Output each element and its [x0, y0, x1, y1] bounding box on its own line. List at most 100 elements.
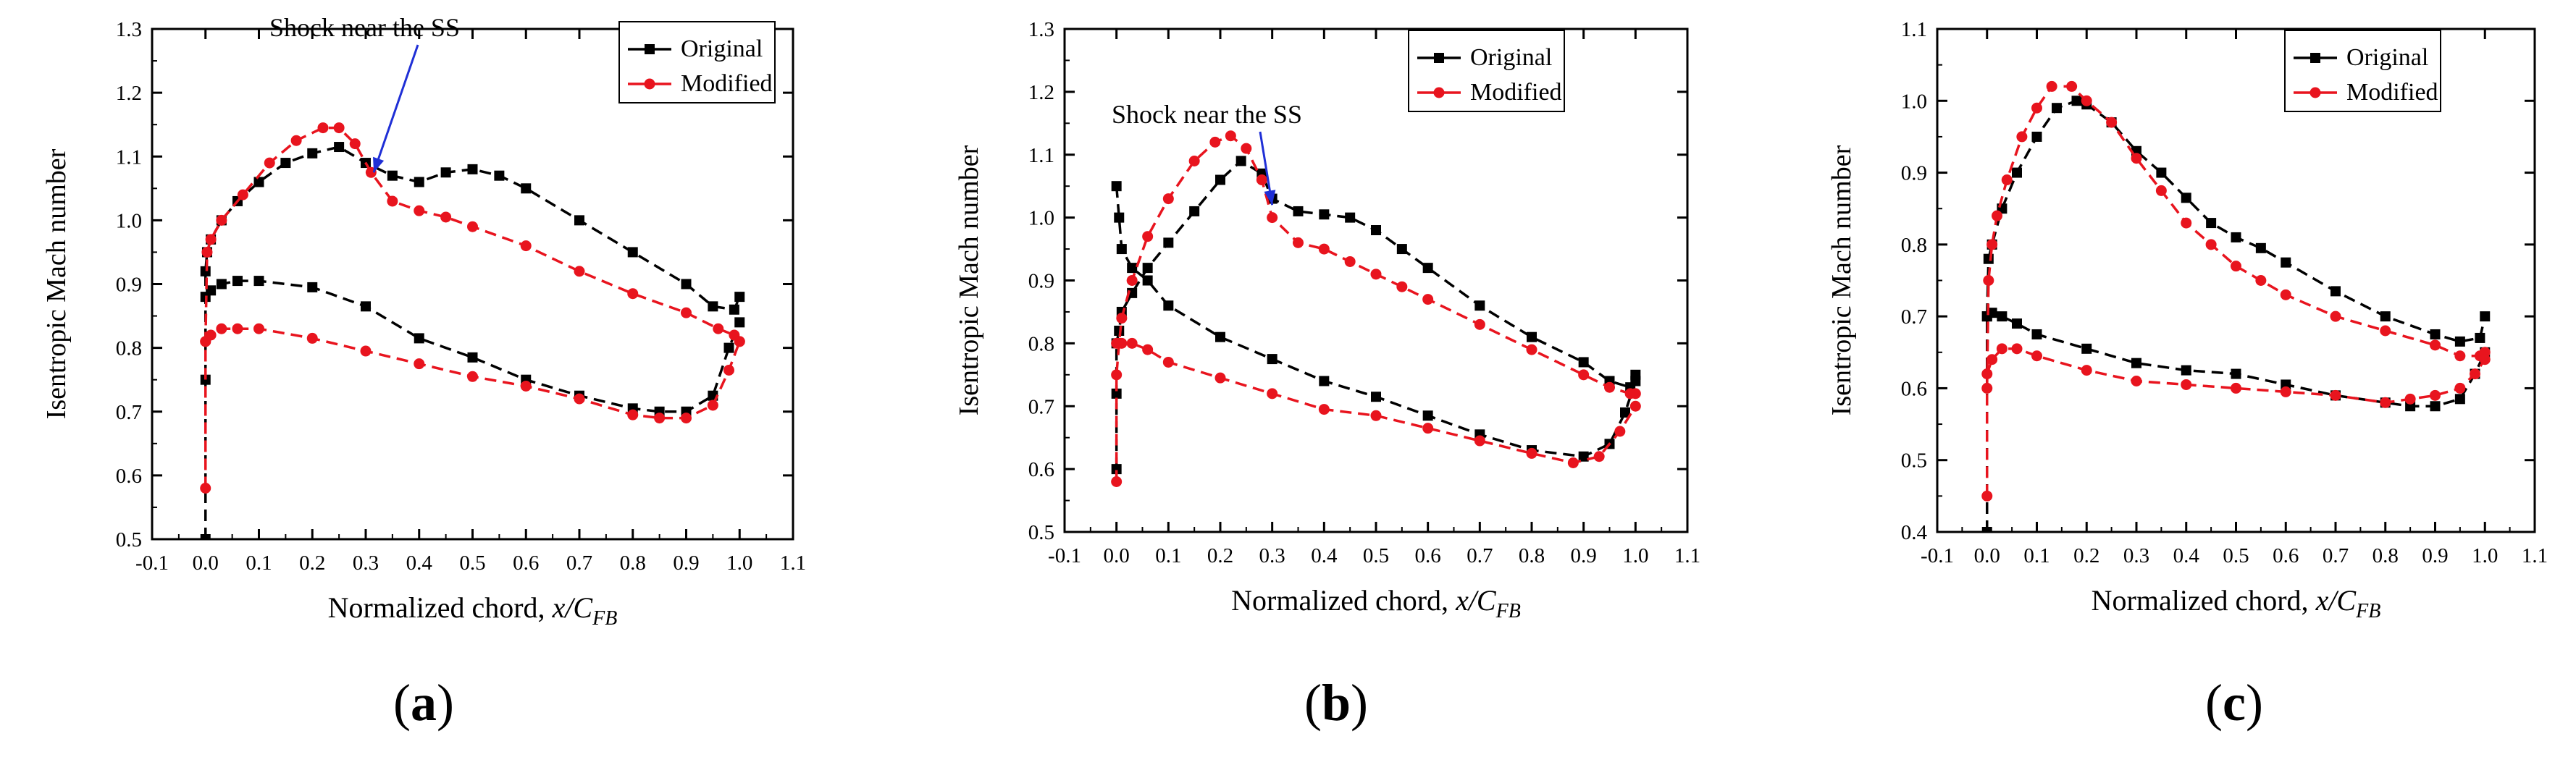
- plot-area: [200, 122, 745, 539]
- legend-box: [2284, 30, 2441, 112]
- x-tick-label: 0.7: [2323, 544, 2349, 567]
- data-point-original: [1215, 331, 1225, 342]
- series-line-original-1: [204, 279, 741, 413]
- data-point-original: [1267, 354, 1277, 365]
- x-tick-label: 0.4: [406, 551, 433, 575]
- y-tick-label: 0.4: [1901, 521, 1928, 544]
- data-point-modified: [1241, 143, 1252, 154]
- annotation-arrow: [372, 44, 419, 173]
- data-point-original: [723, 342, 734, 353]
- data-point-original: [1235, 156, 1246, 166]
- data-point-original: [681, 279, 692, 289]
- legend-box: [618, 21, 776, 103]
- y-tick-label: 1.3: [116, 18, 142, 41]
- x-axis-label-text: Normalized chord,: [1231, 584, 1456, 617]
- y-tick-label: 0.6: [116, 465, 142, 488]
- chart-panel-b: -0.1 0.0 0.1 0.2 0.3 0.4 0.5 0.6 0.7 0.8 0.9 1.0 1.1…: [954, 18, 1700, 622]
- data-point-original: [387, 170, 398, 181]
- data-point-original: [1997, 311, 2007, 322]
- data-point-modified: [1996, 343, 2007, 355]
- y-tick-label: 0.9: [116, 274, 142, 297]
- data-point-modified: [216, 323, 227, 334]
- data-point-modified: [1981, 368, 1993, 380]
- data-point-modified: [253, 323, 264, 334]
- data-point-original: [253, 276, 264, 287]
- legend-marker-modified: [1433, 87, 1445, 98]
- data-point-original: [361, 301, 371, 312]
- data-point-original: [1142, 275, 1153, 286]
- data-point-modified: [2404, 393, 2416, 405]
- panel-label-b: (b): [1264, 673, 1409, 733]
- data-point-modified: [290, 135, 302, 146]
- data-point-modified: [2016, 131, 2028, 143]
- data-point-modified: [2330, 310, 2341, 322]
- data-point-original: [1293, 206, 1304, 216]
- data-point-modified: [2380, 325, 2391, 337]
- annotation-text: Shock near the SS: [1112, 100, 1302, 129]
- legend-label-original: Original: [2346, 44, 2428, 71]
- x-tick-label: 0.9: [673, 551, 699, 575]
- data-point-original: [2330, 286, 2341, 297]
- x-tick-label: -0.1: [1048, 544, 1081, 567]
- data-point-original: [2380, 311, 2391, 322]
- data-point-modified: [467, 221, 478, 232]
- legend-marker-modified: [644, 78, 655, 90]
- data-point-original: [253, 177, 264, 187]
- legend-label-modified: Modified: [1470, 79, 1562, 106]
- panel-label-letter: b: [1321, 674, 1351, 732]
- data-point-modified: [1318, 243, 1330, 255]
- x-tick-label: -0.1: [1921, 544, 1954, 567]
- panel-label-open: (: [1304, 674, 1322, 732]
- data-point-modified: [2081, 95, 2092, 106]
- data-point-modified: [205, 234, 217, 245]
- data-point-modified: [387, 195, 398, 207]
- data-point-modified: [2081, 365, 2092, 376]
- data-point-modified: [200, 483, 211, 494]
- series-line-modified-3: [1116, 342, 1637, 465]
- data-point-modified: [264, 157, 275, 169]
- y-tick-label: 0.7: [116, 401, 142, 424]
- data-point-modified: [1604, 381, 1615, 393]
- data-point-modified: [2031, 102, 2042, 114]
- data-point-original: [1114, 212, 1125, 223]
- data-point-original: [2081, 343, 2092, 354]
- y-tick-label: 0.5: [1028, 521, 1054, 544]
- data-point-modified: [1318, 404, 1330, 415]
- data-point-modified: [520, 381, 532, 392]
- data-point-modified: [2181, 217, 2192, 229]
- data-point-modified: [1370, 410, 1382, 421]
- data-point-original: [729, 304, 739, 315]
- data-point-original: [216, 279, 227, 289]
- data-point-original: [734, 292, 745, 303]
- data-point-modified: [627, 409, 639, 420]
- data-point-modified: [2011, 343, 2023, 355]
- data-point-original: [1189, 206, 1200, 216]
- legend: Original Modified: [1408, 30, 1565, 112]
- data-point-original: [2131, 358, 2141, 368]
- data-point-modified: [1981, 382, 1993, 394]
- data-point-original: [2231, 368, 2241, 379]
- y-tick-label: 1.0: [116, 209, 142, 232]
- data-point-original: [494, 170, 505, 181]
- x-tick-label: 1.1: [780, 551, 806, 575]
- data-point-original: [627, 247, 638, 258]
- data-point-modified: [237, 189, 248, 200]
- data-point-original: [307, 148, 318, 159]
- x-tick-label: 0.9: [1571, 544, 1597, 567]
- x-axis-label-subscript: FB: [592, 607, 617, 630]
- panel-label-close: ): [1351, 674, 1368, 732]
- data-point-modified: [681, 413, 692, 424]
- x-tick-label: 0.8: [620, 551, 646, 575]
- x-tick-label: 0.3: [1259, 544, 1285, 567]
- x-axis-label-subscript: FB: [2355, 600, 2380, 622]
- data-point-modified: [201, 246, 213, 258]
- data-point-original: [2281, 257, 2291, 268]
- x-tick-label: 0.2: [1207, 544, 1233, 567]
- plot-area: [1111, 130, 1641, 487]
- data-point-modified: [2155, 185, 2167, 196]
- data-point-modified: [1474, 318, 1485, 330]
- data-point-modified: [1142, 231, 1154, 242]
- data-point-modified: [520, 240, 532, 252]
- data-point-modified: [317, 122, 329, 134]
